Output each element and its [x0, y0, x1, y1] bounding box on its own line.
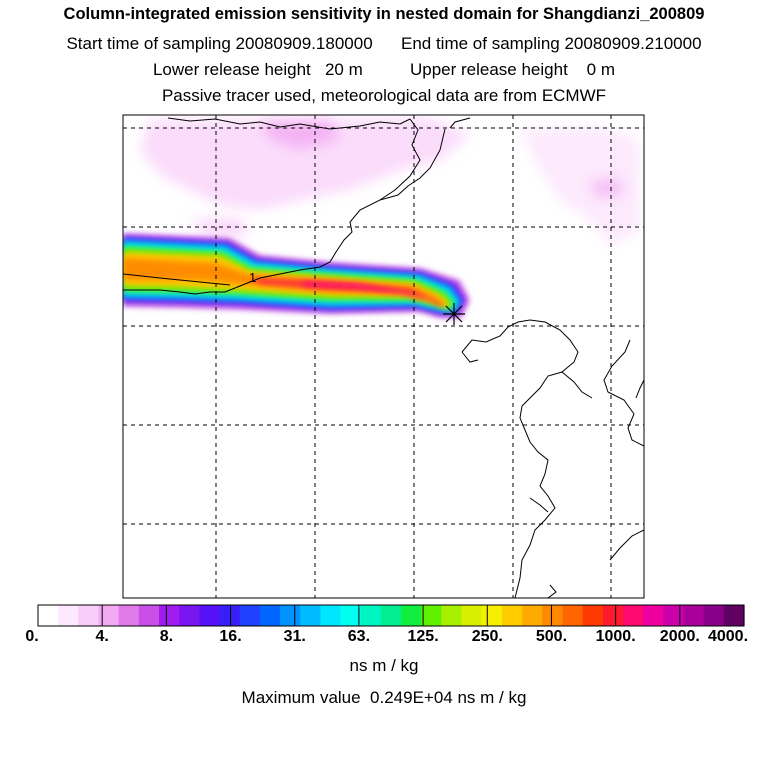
colorbar-tick-label: 31.: [283, 628, 306, 645]
release-heights: Lower release height 20 m Upper release …: [152, 60, 616, 79]
lat-lon-grid: [123, 115, 644, 598]
colorbar-units: ns m / kg: [349, 656, 419, 675]
colorbar-frame: [37, 604, 745, 627]
colorbar-tick-label: 16.: [219, 628, 242, 645]
colorbar-swatch: [380, 605, 402, 626]
colorbar-swatch: [118, 605, 140, 626]
colorbar-swatch: [461, 605, 483, 626]
colorbar-tick-label: 0.: [25, 628, 39, 645]
tracer-info: Passive tracer used, meteorological data…: [161, 86, 607, 105]
colorbar-swatch: [320, 605, 342, 626]
colorbar-swatch: [703, 605, 725, 626]
map-frame: [122, 114, 645, 599]
colorbar-tick-label: 63.: [347, 628, 371, 645]
colorbar-swatch: [300, 605, 321, 626]
colorbar-tick-label: 125.: [407, 628, 439, 645]
colorbar-swatch: [138, 605, 160, 626]
colorbar-swatch: [259, 605, 281, 626]
colorbar-swatch: [159, 605, 180, 626]
colorbar-tick-label: 4000.: [707, 628, 749, 645]
colorbar-swatch: [683, 605, 705, 626]
colorbar-tick-label: 500.: [535, 628, 568, 645]
colorbar-swatch: [441, 605, 463, 626]
colorbar-swatch: [179, 605, 200, 626]
colorbar-swatch: [663, 605, 685, 626]
plume: [123, 233, 470, 318]
receptor-star-icon: [443, 303, 465, 325]
contour-label: 1: [249, 270, 256, 285]
colorbar-swatch: [401, 605, 422, 626]
colorbar-swatch: [78, 605, 100, 626]
colorbar-swatch: [219, 605, 241, 626]
plume-band-2000: [300, 282, 437, 306]
colorbar-swatch: [542, 605, 564, 626]
colorbar-tick-label: 1000.: [595, 628, 636, 645]
colorbar: [37, 604, 745, 627]
colorbar-swatch: [582, 605, 604, 626]
colorbar-swatch: [481, 605, 503, 626]
colorbar-swatch: [98, 605, 120, 626]
low-sensitivity-field: [140, 118, 640, 245]
colorbar-tick-label: 4.: [95, 628, 109, 645]
colorbar-swatch: [622, 605, 644, 626]
colorbar-swatch: [602, 605, 624, 626]
maximum-value: Maximum value 0.249E+04 ns m / kg: [241, 688, 527, 707]
colorbar-swatch: [723, 605, 745, 626]
colorbar-tick-label: 250.: [471, 628, 503, 645]
colorbar-swatch: [501, 605, 523, 626]
sampling-times: Start time of sampling 20080909.180000 E…: [66, 34, 702, 53]
colorbar-swatch: [421, 605, 443, 626]
colorbar-swatch: [199, 605, 221, 626]
colorbar-tick-label: 2000.: [659, 628, 700, 645]
colorbar-swatch: [58, 605, 79, 626]
colorbar-swatch: [643, 605, 664, 626]
colorbar-swatch: [239, 605, 261, 626]
colorbar-tick-label: 8.: [159, 628, 174, 645]
plume-band-1000: [250, 278, 442, 306]
coastlines: [123, 117, 644, 598]
colorbar-swatch: [562, 605, 584, 626]
colorbar-swatch: [280, 605, 301, 626]
colorbar-swatch: [38, 605, 59, 626]
colorbar-swatch: [360, 605, 382, 626]
plot-title: Column-integrated emission sensitivity i…: [63, 5, 705, 23]
colorbar-swatch: [522, 605, 543, 626]
colorbar-swatch: [340, 605, 362, 626]
